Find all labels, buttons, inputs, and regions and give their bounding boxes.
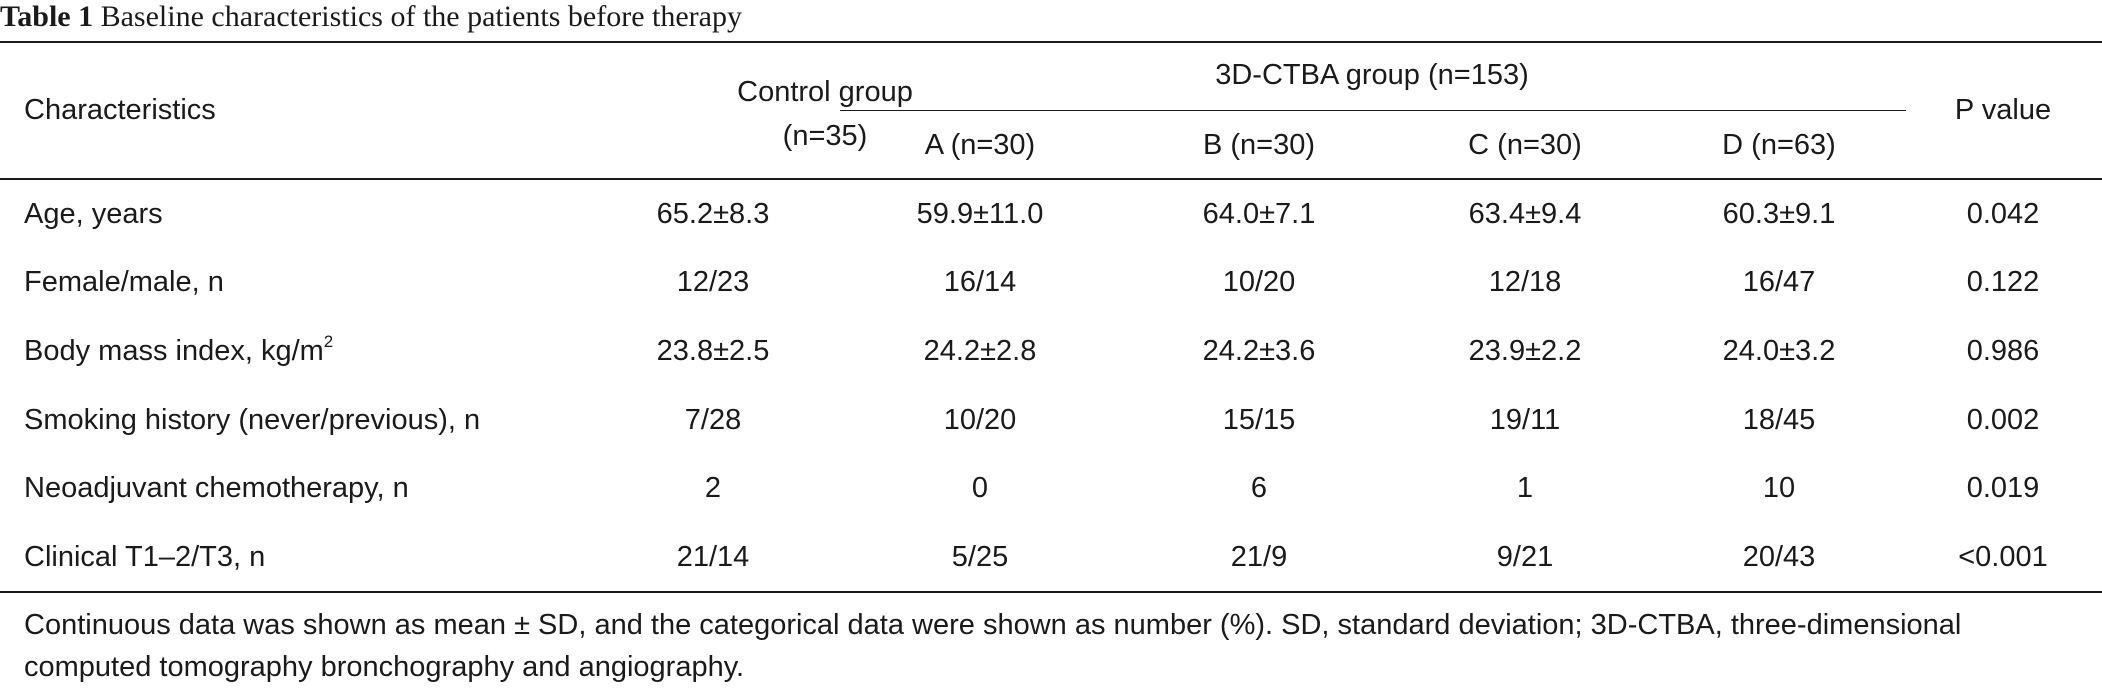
cell-control: 7/28 <box>684 404 742 436</box>
cell-d: 16/47 <box>1742 266 1816 298</box>
cell-control: 65.2±8.3 <box>656 198 770 230</box>
row-label: Neoadjuvant chemotherapy, n <box>24 472 409 504</box>
table-header-rule <box>0 178 2102 180</box>
cell-b: 64.0±7.1 <box>1202 198 1316 230</box>
cell-p-value: 0.019 <box>1966 472 2040 504</box>
cell-a: 0 <box>971 472 989 504</box>
cell-b: 6 <box>1250 472 1268 504</box>
row-label: Age, years <box>24 198 163 230</box>
cell-d: 20/43 <box>1742 541 1816 573</box>
row-label-text: Body mass index, kg/m <box>24 335 324 367</box>
table-caption-text: Baseline characteristics of the patients… <box>100 0 742 33</box>
cell-a: 5/25 <box>951 541 1009 573</box>
header-3dctba-group: 3D-CTBA group (n=153) <box>1215 59 1529 91</box>
cell-p-value: 0.986 <box>1966 335 2040 367</box>
cell-d: 60.3±9.1 <box>1722 198 1836 230</box>
row-label-superscript: 2 <box>323 332 334 352</box>
cell-b: 15/15 <box>1222 404 1296 436</box>
header-subgroup-d: D (n=63) <box>1722 129 1836 161</box>
table-row: Smoking history (never/previous), n 7/28… <box>0 403 2102 471</box>
cell-b: 24.2±3.6 <box>1202 335 1316 367</box>
table-row: Age, years 65.2±8.3 59.9±11.0 64.0±7.1 6… <box>0 197 2102 265</box>
cell-control: 2 <box>704 472 722 504</box>
cell-p-value: 0.122 <box>1966 266 2040 298</box>
cell-control: 12/23 <box>676 266 750 298</box>
row-label: Smoking history (never/previous), n <box>24 404 481 436</box>
table-caption: Table 1 Baseline characteristics of the … <box>0 0 2102 34</box>
cell-control: 21/14 <box>676 541 750 573</box>
cell-a: 10/20 <box>943 404 1017 436</box>
cell-c: 63.4±9.4 <box>1468 198 1582 230</box>
cell-a: 24.2±2.8 <box>923 335 1037 367</box>
header-control-line2: (n=35) <box>782 120 868 152</box>
table-caption-label: Table 1 <box>0 0 94 33</box>
table-row: Body mass index, kg/m2 23.8±2.5 24.2±2.8… <box>0 332 2102 402</box>
header-group-rule <box>840 110 1906 111</box>
cell-c: 19/11 <box>1489 404 1561 436</box>
cell-a: 59.9±11.0 <box>916 198 1044 230</box>
cell-d: 18/45 <box>1742 404 1816 436</box>
cell-b: 21/9 <box>1230 541 1288 573</box>
header-control-group: Control group (n=35) <box>715 70 935 158</box>
header-subgroup-a: A (n=30) <box>924 129 1036 161</box>
header-subgroup-c: C (n=30) <box>1468 129 1582 161</box>
table-row: Neoadjuvant chemotherapy, n 2 0 6 1 10 0… <box>0 471 2102 539</box>
table-top-rule <box>0 41 2102 43</box>
cell-c: 23.9±2.2 <box>1468 335 1582 367</box>
cell-c: 1 <box>1516 472 1534 504</box>
header-characteristics: Characteristics <box>24 94 216 126</box>
table-row: Female/male, n 12/23 16/14 10/20 12/18 1… <box>0 265 2102 333</box>
cell-c: 12/18 <box>1488 266 1562 298</box>
cell-a: 16/14 <box>943 266 1017 298</box>
table-footnote: Continuous data was shown as mean ± SD, … <box>24 609 1962 683</box>
cell-d: 10 <box>1762 472 1796 504</box>
header-control-line1: Control group <box>737 76 913 108</box>
cell-c: 9/21 <box>1496 541 1554 573</box>
table-row: Clinical T1–2/T3, n 21/14 5/25 21/9 9/21… <box>0 540 2102 608</box>
header-p-value: P value <box>1954 94 2052 126</box>
header-subgroup-b: B (n=30) <box>1202 129 1316 161</box>
cell-b: 10/20 <box>1222 266 1296 298</box>
row-label: Female/male, n <box>24 266 224 298</box>
row-label: Clinical T1–2/T3, n <box>24 541 266 573</box>
cell-control: 23.8±2.5 <box>656 335 770 367</box>
table-bottom-rule <box>0 591 2102 593</box>
cell-d: 24.0±3.2 <box>1722 335 1836 367</box>
cell-p-value: 0.002 <box>1966 404 2040 436</box>
cell-p-value: <0.001 <box>1958 541 2048 573</box>
row-label: Body mass index, kg/m2 <box>24 332 334 368</box>
cell-p-value: 0.042 <box>1966 198 2040 230</box>
